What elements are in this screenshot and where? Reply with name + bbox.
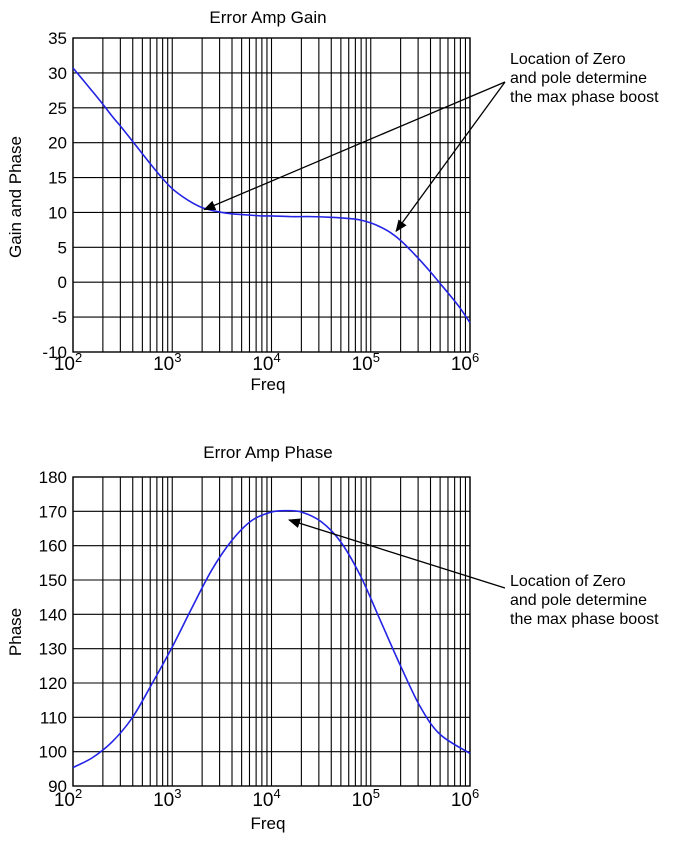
gain-y-tick-label: -10 <box>42 343 67 362</box>
phase-y-tick-label: 110 <box>40 708 67 727</box>
phase-plot-frame <box>72 476 471 787</box>
gain-x-tick-label: 105 <box>352 350 380 375</box>
gain-y-tick-label: 15 <box>48 169 67 188</box>
phase-chart: Error Amp Phase Phase Freq 90 100 110 120 13… <box>6 443 659 833</box>
phase-chart-x-axis-label: Freq <box>251 814 286 833</box>
phase-y-tick-label: 170 <box>39 502 67 521</box>
phase-y-tick-label: 90 <box>48 777 67 796</box>
gain-x-tick-label: 102 <box>54 350 82 375</box>
phase-y-tick-label: 180 <box>39 468 67 487</box>
phase-chart-ticks: 90 100 110 120 130 140 150 160 170 180 102 103 104 10… <box>39 468 480 811</box>
phase-chart-series <box>72 509 471 769</box>
phase-chart-y-axis-label: Phase <box>6 608 25 656</box>
gain-annotation-text: the max phase boost <box>510 89 659 106</box>
gain-chart-x-axis-label: Freq <box>251 375 286 394</box>
gain-plot-frame <box>72 37 471 353</box>
gain-chart: Error Amp Gain Gain and Phase Freq -10 -5… <box>6 8 659 394</box>
phase-x-tick-label: 102 <box>54 786 82 811</box>
gain-y-tick-label: -5 <box>52 308 67 327</box>
gain-chart-annotation: Location of Zero and pole determine the ma… <box>203 51 659 233</box>
gain-annotation-text: and pole determine <box>510 70 647 87</box>
phase-y-tick-label: 150 <box>39 571 67 590</box>
phase-chart-annotation: Location of Zero and pole determine the ma… <box>288 518 659 628</box>
gain-annotation-arrow <box>395 81 506 233</box>
gain-chart-grid <box>72 37 471 353</box>
phase-x-tick-label: 105 <box>352 786 380 811</box>
gain-chart-y-axis-label: Gain and Phase <box>6 136 25 258</box>
gain-y-tick-label: 30 <box>48 64 67 83</box>
phase-y-tick-label: 120 <box>39 674 67 693</box>
gain-x-tick-label: 103 <box>153 350 181 375</box>
phase-y-tick-label: 100 <box>39 743 67 762</box>
phase-annotation-text: the max phase boost <box>510 611 659 628</box>
gain-annotation-arrow <box>203 81 506 211</box>
phase-series-line <box>72 509 471 769</box>
phase-y-tick-label: 160 <box>39 537 67 556</box>
gain-chart-series <box>72 67 471 324</box>
phase-x-tick-label: 104 <box>252 786 280 811</box>
phase-y-tick-label: 130 <box>39 640 67 659</box>
gain-chart-title: Error Amp Gain <box>209 8 326 27</box>
phase-chart-title: Error Amp Phase <box>203 443 332 462</box>
phase-annotation-arrow <box>288 518 506 589</box>
gain-annotation-text: Location of Zero <box>510 51 626 68</box>
gain-y-tick-label: 35 <box>48 29 67 48</box>
phase-annotation-text: and pole determine <box>510 592 647 609</box>
gain-series-line <box>72 67 471 324</box>
phase-x-tick-label: 106 <box>451 786 479 811</box>
gain-y-tick-label: 20 <box>48 134 67 153</box>
gain-y-tick-label: 10 <box>48 203 67 222</box>
phase-x-tick-label: 103 <box>153 786 181 811</box>
gain-x-tick-label: 106 <box>451 350 479 375</box>
gain-y-tick-label: 25 <box>48 99 67 118</box>
gain-y-tick-label: 0 <box>58 273 67 292</box>
phase-annotation-text: Location of Zero <box>510 573 626 590</box>
gain-chart-ticks: -10 -5 0 5 10 15 20 25 30 35 102 103 104 105 106 <box>42 29 479 375</box>
phase-chart-grid <box>72 476 471 787</box>
gain-x-tick-label: 104 <box>252 350 280 375</box>
phase-y-tick-label: 140 <box>39 605 67 624</box>
gain-y-tick-label: 5 <box>58 238 67 257</box>
